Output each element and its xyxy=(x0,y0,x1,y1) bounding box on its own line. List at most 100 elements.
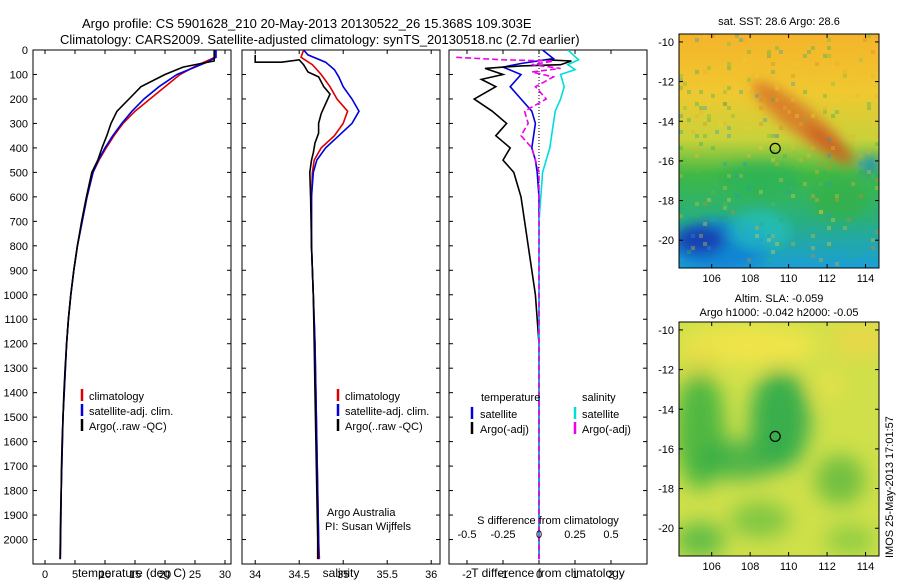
map-y-tick-label: -12 xyxy=(658,365,674,377)
s-difference-tick-label: 0.5 xyxy=(603,529,618,541)
argo-position-marker xyxy=(769,142,781,154)
legend-label: Argo(..raw -QC) xyxy=(89,421,167,433)
map-y-tick-label: -16 xyxy=(658,156,674,168)
x-tick-label: 0 xyxy=(536,569,542,580)
sla-map-title2: Argo h1000: -0.042 h2000: -0.05 xyxy=(699,307,858,319)
y-tick-label: 1000 xyxy=(4,290,28,302)
header-line1: Argo profile: CS 5901628_210 20-May-2013… xyxy=(82,16,532,31)
y-tick-label: 2000 xyxy=(4,535,28,547)
y-tick-label: 1200 xyxy=(4,339,28,351)
sst-map-title: sat. SST: 28.6 Argo: 28.6 xyxy=(718,16,840,28)
series-line xyxy=(59,50,215,560)
sla-map-title1: Altim. SLA: -0.059 xyxy=(735,293,824,305)
y-tick-label: 1900 xyxy=(4,510,28,522)
x-tick-label: 36 xyxy=(425,569,437,580)
y-tick-label: 800 xyxy=(10,241,28,253)
sst-heatmap-field xyxy=(679,34,879,268)
x-tick-label: -1 xyxy=(498,569,508,580)
credit-line1: Argo Australia xyxy=(327,507,396,519)
map-y-tick-label: -20 xyxy=(658,523,674,535)
map-x-tick-label: 106 xyxy=(703,561,721,573)
x-tick-label: 30 xyxy=(219,569,231,580)
difference-legend: temperature satellite Argo(-adj) salinity sa… xyxy=(470,392,631,436)
y-tick-label: 600 xyxy=(10,192,28,204)
y-tick-label: 500 xyxy=(10,167,28,179)
y-tick-label: 700 xyxy=(10,216,28,228)
legend-heading: temperature xyxy=(481,392,540,404)
y-tick-label: 400 xyxy=(10,143,28,155)
map-x-tick-label: 110 xyxy=(780,561,798,573)
x-tick-label: 0 xyxy=(42,569,48,580)
y-tick-label: 1500 xyxy=(4,412,28,424)
y-tick-label: 100 xyxy=(10,69,28,81)
header-line2: Climatology: CARS2009. Satellite-adjuste… xyxy=(60,32,580,47)
sst-map: sat. SST: 28.6 Argo: 28.6 106 108 110 112 11… xyxy=(658,16,880,285)
legend-label: climatology xyxy=(89,391,145,403)
y-tick-label: 1800 xyxy=(4,486,28,498)
legend-label: satellite-adj. clim. xyxy=(89,406,173,418)
map-x-tick-label: 112 xyxy=(818,273,836,285)
temperature-panel: 0100200300400500600700800900100011001200… xyxy=(4,45,232,580)
x-tick-label: 35 xyxy=(337,569,349,580)
t-difference-xlabel: T difference from climatology xyxy=(471,566,625,580)
legend-label: Argo(..raw -QC) xyxy=(345,421,423,433)
imos-timestamp: IMOS 25-May-2013 17:01:57 xyxy=(884,416,896,558)
map-x-tick-label: 114 xyxy=(857,273,875,285)
map-y-tick-label: -16 xyxy=(658,444,674,456)
x-tick-label: 2 xyxy=(608,569,614,580)
map-y-tick-label: -12 xyxy=(658,77,674,89)
map-x-tick-label: 112 xyxy=(818,561,836,573)
y-tick-label: 1100 xyxy=(4,314,28,326)
legend-label: Argo(-adj) xyxy=(582,424,631,436)
x-tick-label: -2 xyxy=(462,569,472,580)
series-line xyxy=(303,50,360,560)
map-y-tick-label: -14 xyxy=(658,116,674,128)
x-tick-label: 15 xyxy=(129,569,141,580)
series-line xyxy=(456,56,561,560)
sla-map: Altim. SLA: -0.059 Argo h1000: -0.042 h2… xyxy=(658,293,880,573)
y-tick-label: 1600 xyxy=(4,437,28,449)
salinity-legend: climatology satellite-adj. clim. Argo(..ra… xyxy=(336,389,429,433)
x-tick-label: 10 xyxy=(99,569,111,580)
legend-label: Argo(-adj) xyxy=(480,424,529,436)
temperature-legend: climatology satellite-adj. clim. Argo(..ra… xyxy=(80,389,173,433)
y-tick-label: 300 xyxy=(10,118,28,130)
temperature-xlabel: temperature (deg C) xyxy=(78,566,186,580)
sla-heatmap-field xyxy=(679,322,879,556)
y-tick-label: 1700 xyxy=(4,461,28,473)
s-difference-label: S difference from climatology xyxy=(477,515,619,527)
y-tick-label: 900 xyxy=(10,265,28,277)
salinity-xlabel: salinity xyxy=(323,566,360,580)
x-tick-label: 25 xyxy=(189,569,201,580)
map-y-tick-label: -10 xyxy=(658,37,674,49)
salinity-plot-frame xyxy=(241,49,441,565)
map-y-tick-label: -18 xyxy=(658,196,674,208)
legend-label: satellite xyxy=(480,409,517,421)
salinity-panel: 34 34.5 35 35.5 36 salinity climatology satel… xyxy=(241,49,441,580)
y-tick-label: 0 xyxy=(22,45,28,57)
x-tick-label: 1 xyxy=(572,569,578,580)
s-difference-tick-label: -0.5 xyxy=(458,529,477,541)
x-tick-label: 20 xyxy=(159,569,171,580)
map-y-tick-label: -14 xyxy=(658,404,674,416)
argo-position-marker xyxy=(769,430,781,442)
map-x-tick-label: 108 xyxy=(741,561,759,573)
series-line xyxy=(538,50,581,560)
s-difference-tick-label: -0.25 xyxy=(490,529,515,541)
x-tick-label: 34.5 xyxy=(288,569,309,580)
map-y-tick-label: -18 xyxy=(658,484,674,496)
map-x-tick-label: 106 xyxy=(703,273,721,285)
y-tick-label: 200 xyxy=(10,94,28,106)
legend-label: climatology xyxy=(345,391,401,403)
temperature-plot-frame xyxy=(32,49,232,565)
difference-panel: -2 -1 0 1 2 S difference from climatology -0… xyxy=(448,49,648,580)
x-tick-label: 35.5 xyxy=(376,569,397,580)
x-tick-label: 5 xyxy=(72,569,78,580)
y-tick-label: 1400 xyxy=(4,388,28,400)
credit-line2: PI: Susan Wijffels xyxy=(325,521,411,533)
series-line xyxy=(472,59,572,560)
y-tick-label: 1300 xyxy=(4,363,28,375)
legend-heading: salinity xyxy=(582,392,616,404)
legend-label: satellite-adj. clim. xyxy=(345,406,429,418)
